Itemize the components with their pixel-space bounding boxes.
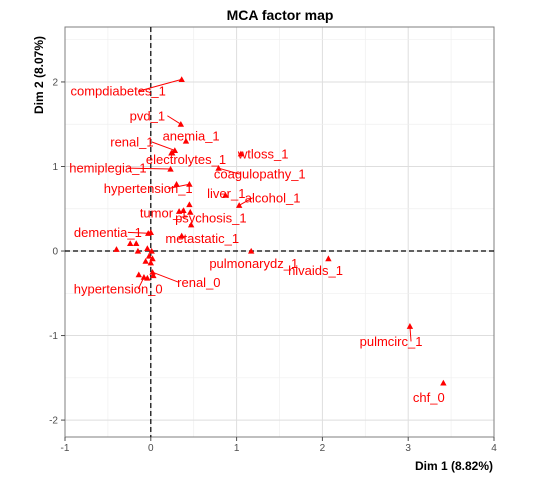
- data-point: [127, 240, 134, 246]
- x-tick-label: 3: [405, 443, 411, 454]
- panel-border: [64, 26, 495, 438]
- data-point-compdiabetes-1: [178, 76, 185, 82]
- point-label-liver-1: liver_1: [207, 186, 245, 201]
- data-point-tumor-1: [175, 208, 183, 214]
- x-tick-label: 0: [148, 443, 154, 454]
- label-connector: [127, 231, 149, 234]
- point-label-anemia-1: anemia_1: [163, 129, 220, 144]
- data-point: [186, 201, 193, 208]
- point-label-hivaids-1: hivaids_1: [288, 263, 343, 278]
- label-connector: [218, 167, 240, 175]
- data-point-pulmonarydz-1: [247, 247, 255, 254]
- axis-ticks: -1 0 1 2 3 4 -2 -1 0 1 2: [49, 77, 497, 454]
- point-label-pvd-1: pvd_1: [130, 108, 165, 123]
- data-point-alcohol-1: [235, 202, 243, 208]
- point-label-metastatic-1: metastatic_1: [165, 231, 239, 246]
- point-label-hypertension-1: hypertension_1: [104, 181, 193, 196]
- data-point: [113, 246, 120, 252]
- data-point-hivaids-1: [325, 255, 332, 262]
- data-point-coagulopathy-1: [215, 164, 222, 171]
- data-point-metastatic-1: [178, 232, 185, 239]
- point-label-renal-1: renal_1: [110, 134, 153, 149]
- label-connector: [127, 167, 171, 170]
- data-point-pulmcirc-1: [406, 323, 414, 329]
- point-label-hemiplegia-1: hemiplegia_1: [69, 161, 146, 176]
- data-point: [187, 221, 195, 228]
- x-tick-label: -1: [61, 443, 70, 454]
- x-axis-title: Dim 1 (8.82%): [415, 459, 493, 473]
- data-point-renal-1: [171, 147, 179, 153]
- data-point-liver-1: [222, 192, 229, 198]
- label-connector: [151, 141, 175, 151]
- point-label-pulmonarydz-1: pulmonarydz_1: [209, 256, 298, 271]
- data-point-dementia-1: [145, 230, 152, 236]
- x-tick-label: 1: [234, 443, 240, 454]
- data-point-renal-0: [149, 268, 156, 275]
- point-label-psychosis-1: psychosis_1: [175, 211, 247, 226]
- y-tick-label: -1: [49, 331, 58, 342]
- label-connector: [152, 271, 180, 283]
- data-point: [150, 272, 157, 279]
- data-point-chf-0: [440, 379, 447, 386]
- point-label-coagulopathy-1: coagulopathy_1: [214, 167, 306, 182]
- label-connectors: [127, 78, 412, 342]
- point-label-renal-0: renal_0: [177, 275, 220, 290]
- data-point: [149, 255, 156, 262]
- label-connector: [167, 115, 182, 125]
- data-point-wtloss-1: [237, 150, 245, 157]
- y-axis-title: Dim 2 (8.07%): [32, 36, 46, 114]
- point-label-chf-0: chf_0: [413, 390, 445, 405]
- point-label-alcohol-1: alcohol_1: [245, 190, 301, 205]
- point-label-hypertension-0: hypertension_0: [74, 282, 163, 297]
- point-label-wtloss-1: wtloss_1: [237, 146, 289, 161]
- point-label-electrolytes-1: electrolytes_1: [146, 152, 226, 167]
- x-tick-label: 4: [491, 443, 497, 454]
- point-label-tumor-1: tumor_1: [140, 205, 188, 220]
- y-tick-label: 1: [52, 162, 58, 173]
- data-point-pvd-1: [177, 121, 185, 127]
- data-point-hemiplegia-1: [167, 165, 174, 172]
- point-label-compdiabetes-1: compdiabetes_1: [70, 84, 165, 99]
- point-label-dementia-1: dementia_1: [74, 225, 142, 240]
- data-point-electrolytes-1: [168, 149, 175, 156]
- data-point: [148, 247, 155, 254]
- data-point: [134, 247, 142, 254]
- point-labels: compdiabetes_1 pvd_1 anemia_1 renal_1wtloss…: [69, 84, 444, 405]
- data-point-hypertension-1: [186, 181, 193, 187]
- data-point: [133, 240, 140, 246]
- point-label-pulmcirc-1: pulmcirc_1: [360, 334, 423, 349]
- data-point: [145, 252, 153, 259]
- y-tick-label: 2: [52, 77, 58, 88]
- points: [113, 76, 447, 386]
- chart-title: MCA factor map: [227, 7, 334, 23]
- data-point: [144, 245, 151, 252]
- y-tick-label: -2: [49, 416, 58, 427]
- data-point: [142, 257, 149, 264]
- data-point-psychosis-1: [187, 208, 194, 215]
- x-tick-label: 2: [320, 443, 326, 454]
- data-point: [180, 207, 187, 214]
- data-point: [147, 259, 154, 266]
- label-connector: [238, 197, 253, 206]
- data-point-hypertension-0: [140, 274, 148, 280]
- y-tick-label: 0: [52, 247, 58, 258]
- data-point-anemia-1: [182, 137, 190, 144]
- data-point: [173, 181, 180, 187]
- label-connector: [138, 78, 182, 92]
- data-point: [135, 271, 142, 278]
